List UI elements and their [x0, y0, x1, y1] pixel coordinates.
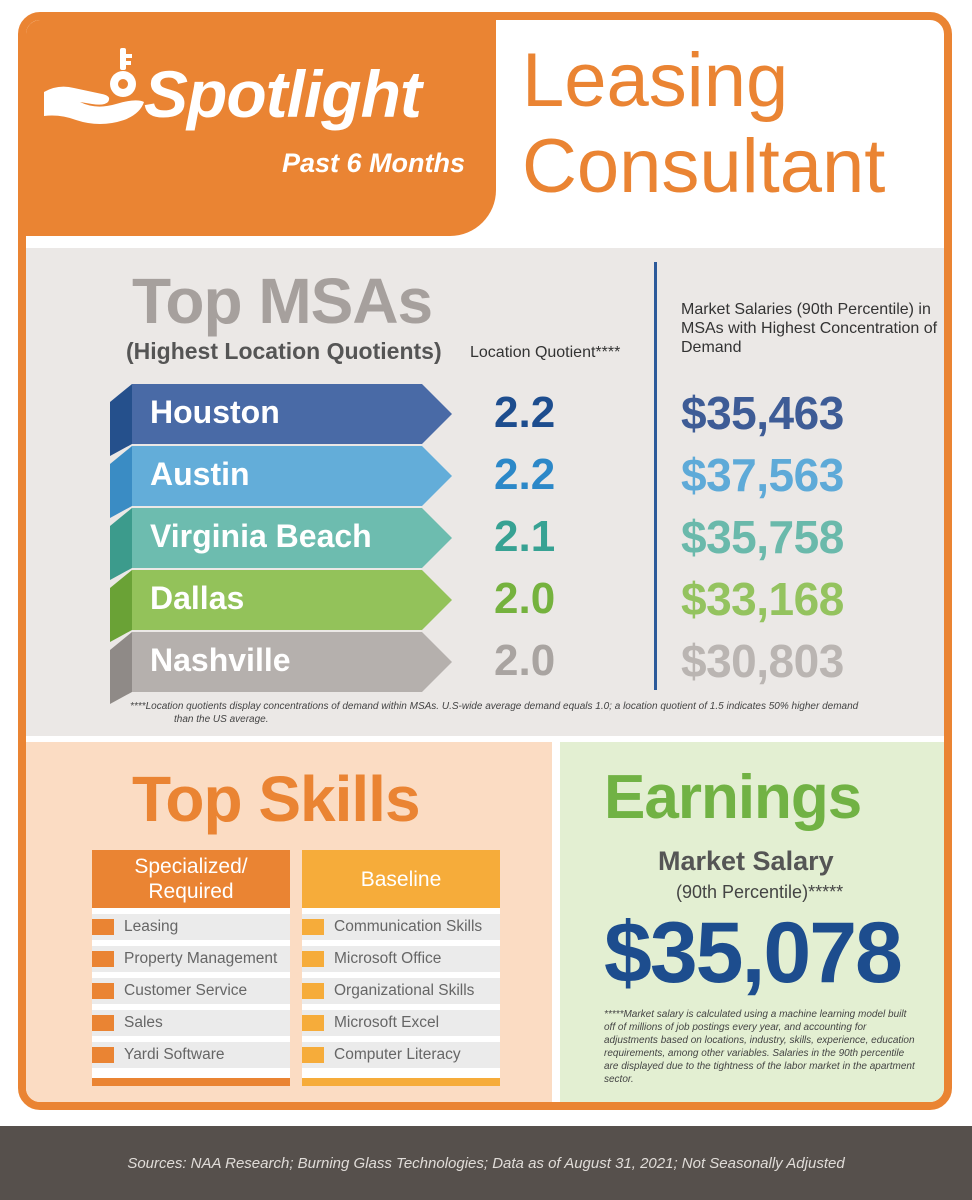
sources-text: Sources: NAA Research; Burning Glass Tec… — [127, 1154, 845, 1172]
period-label: Past 6 Months — [282, 148, 466, 178]
earnings-section: Earnings Market Salary (90th Percentile)… — [560, 742, 944, 1102]
job-title-line2: Consultant — [522, 124, 886, 209]
skill-item: Leasing — [92, 914, 290, 940]
footnote-line1: ****Location quotients display concentra… — [130, 701, 859, 712]
bullet-square-icon — [92, 919, 114, 935]
percentile-label: (90th Percentile)***** — [676, 882, 844, 902]
skill-label: Property Management — [124, 950, 278, 967]
bullet-square-icon — [302, 919, 324, 935]
skill-label: Customer Service — [124, 982, 248, 999]
skill-label: Computer Literacy — [334, 1046, 461, 1063]
baseline-skills-column: Baseline Communication Skills Microsoft O… — [302, 850, 500, 1086]
bullet-square-icon — [302, 1015, 324, 1031]
specialized-header: Specialized/ Required — [92, 850, 290, 908]
skill-item: Sales — [92, 1010, 290, 1036]
bullet-square-icon — [92, 983, 114, 999]
job-title-line1: Leasing — [522, 38, 789, 123]
location-quotient-value: 2.0 — [494, 574, 556, 623]
top-msas-section: Top MSAs (Highest Location Quotients) Lo… — [26, 248, 944, 736]
bullet-square-icon — [92, 1015, 114, 1031]
baseline-header: Baseline — [302, 850, 500, 908]
sources-footer: Sources: NAA Research; Burning Glass Tec… — [0, 1126, 972, 1200]
specialized-footer-bar — [92, 1078, 290, 1086]
skill-item: Microsoft Office — [302, 946, 500, 972]
skill-item: Microsoft Excel — [302, 1010, 500, 1036]
skill-label: Organizational Skills — [334, 982, 475, 999]
market-salary-value: $35,078 — [604, 905, 903, 1001]
msa-salary-value: $33,168 — [681, 573, 844, 625]
city-ribbon — [132, 570, 452, 630]
skills-title: Top Skills — [132, 763, 421, 835]
ribbon-fold — [110, 384, 132, 456]
ribbon-fold — [110, 632, 132, 704]
market-salaries-header: Market Salaries (90th Percentile) in MSA… — [681, 301, 938, 356]
job-title: Leasing Consultant — [522, 38, 885, 210]
spotlight-title: Spotlight — [144, 57, 422, 131]
msa-city-name: Dallas — [150, 580, 245, 616]
ribbon-fold — [110, 508, 132, 580]
city-ribbon — [132, 508, 452, 568]
msa-city-name: Nashville — [150, 642, 291, 678]
skill-label: Sales — [124, 1014, 163, 1031]
location-quotient-header: Location Quotient**** — [470, 344, 621, 361]
baseline-footer-bar — [302, 1078, 500, 1086]
msa-city-name: Austin — [150, 456, 250, 492]
bullet-square-icon — [92, 1047, 114, 1063]
msa-salary-value: $37,563 — [681, 449, 844, 501]
bullet-square-icon — [302, 951, 324, 967]
skill-item: Organizational Skills — [302, 978, 500, 1004]
market-salary-label: Market Salary — [658, 846, 834, 876]
msa-city-name: Houston — [150, 394, 280, 430]
msa-salary-value: $35,758 — [681, 511, 844, 563]
msa-city-name: Virginia Beach — [150, 518, 372, 554]
msa-subtitle: (Highest Location Quotients) — [126, 338, 442, 364]
ribbon-fold — [110, 570, 132, 642]
ribbon-fold — [110, 446, 132, 518]
bullet-square-icon — [92, 951, 114, 967]
skill-label: Leasing — [124, 918, 179, 935]
skill-item: Computer Literacy — [302, 1042, 500, 1068]
infographic-frame: Spotlight Past 6 Months Leasing Consulta… — [18, 12, 952, 1110]
footnote-line2: than the US average. — [174, 714, 269, 725]
msa-salary-value: $30,803 — [681, 635, 844, 687]
specialized-header-line2: Required — [148, 880, 234, 903]
location-quotient-value: 2.0 — [494, 636, 556, 685]
skill-item: Property Management — [92, 946, 290, 972]
column-divider — [654, 262, 657, 690]
baseline-header-label: Baseline — [360, 867, 442, 891]
top-skills-section: Top Skills Specialized/ Required Leasing… — [26, 742, 552, 1102]
hand-key-icon — [44, 48, 144, 124]
msa-title: Top MSAs — [132, 265, 433, 337]
city-ribbon — [132, 632, 452, 692]
skill-item: Customer Service — [92, 978, 290, 1004]
city-ribbon — [132, 384, 452, 444]
skill-item: Communication Skills — [302, 914, 500, 940]
market-salary-footnote: *****Market salary is calculated using a… — [604, 1009, 915, 1085]
city-ribbons — [110, 384, 452, 704]
earnings-title: Earnings — [604, 763, 862, 832]
specialized-skills-column: Specialized/ Required Leasing Property Ma… — [92, 850, 290, 1086]
spotlight-banner: Spotlight Past 6 Months — [26, 20, 496, 236]
skill-label: Microsoft Excel — [334, 1014, 440, 1031]
location-quotient-footnote: ****Location quotients display concentra… — [130, 700, 930, 726]
location-quotient-value: 2.2 — [494, 450, 556, 499]
skill-label: Yardi Software — [124, 1046, 225, 1063]
specialized-header-line1: Specialized/ — [134, 855, 248, 878]
city-ribbon — [132, 446, 452, 506]
skill-label: Microsoft Office — [334, 950, 442, 967]
skill-item: Yardi Software — [92, 1042, 290, 1068]
msa-salary-value: $35,463 — [681, 387, 844, 439]
location-quotient-value: 2.2 — [494, 388, 556, 437]
bullet-square-icon — [302, 1047, 324, 1063]
skill-label: Communication Skills — [334, 918, 483, 935]
location-quotient-value: 2.1 — [494, 512, 556, 561]
bullet-square-icon — [302, 983, 324, 999]
